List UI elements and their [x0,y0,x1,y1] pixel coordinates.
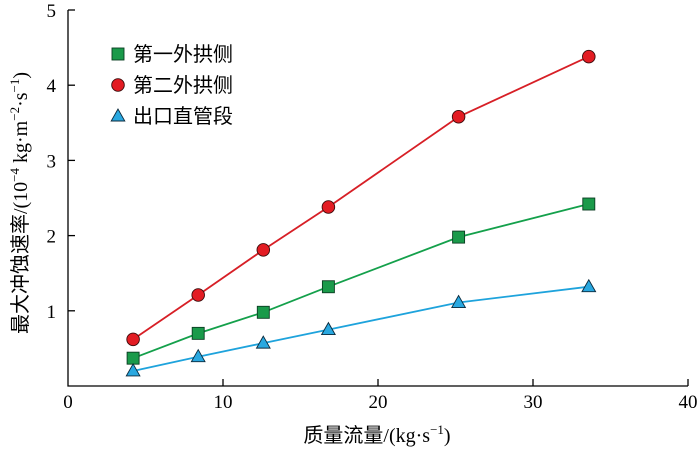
y-tick-label: 1 [47,302,57,323]
series-line [132,55,590,341]
axis-lines [67,10,688,387]
x-tick-label: 0 [63,392,73,413]
x-tick-label: 40 [679,392,698,413]
legend-label: 第二外拱侧 [133,74,233,97]
data-point [126,351,140,365]
plot-area [125,49,597,377]
data-point [581,278,597,293]
data-point [126,332,140,347]
series-line [132,285,589,372]
data-point [321,200,336,214]
y-tick-label: 4 [47,76,57,97]
data-point [451,110,466,124]
data-point [191,326,205,340]
x-tick-label: 10 [214,392,233,413]
data-point [255,335,271,349]
data-point [321,280,335,294]
data-point [451,294,467,308]
legend-label: 出口直管段 [133,105,233,128]
data-point [452,230,466,244]
legend-marker [110,108,126,122]
y-tick-label: 2 [47,227,57,248]
data-point [125,363,141,377]
tick-labels: 0 10 20 30 40 1 2 3 4 5 [47,1,698,413]
data-point [190,348,206,363]
x-tick-label: 20 [369,392,388,413]
data-point [582,197,596,211]
series-3 [125,278,597,377]
x-axis-title: 质量流量/(kg·s−1) [303,422,450,447]
y-tick-label: 5 [47,1,57,22]
data-point [256,305,270,319]
data-point [191,288,205,302]
series-2 [126,49,596,347]
legend-label: 第一外拱侧 [133,43,233,66]
axes [67,10,688,387]
tick-marks [68,9,689,386]
data-point [320,321,336,336]
data-point [256,243,271,257]
legend-marker [111,78,125,92]
series-1 [126,197,596,365]
x-tick-label: 30 [524,392,543,413]
y-axis-title: 最大冲蚀速率/(10−4 kg·m−2·s−1) [7,72,32,334]
legend-marker [111,47,125,61]
series-line [132,203,590,360]
data-point [582,49,596,64]
y-tick-label: 3 [47,151,57,172]
